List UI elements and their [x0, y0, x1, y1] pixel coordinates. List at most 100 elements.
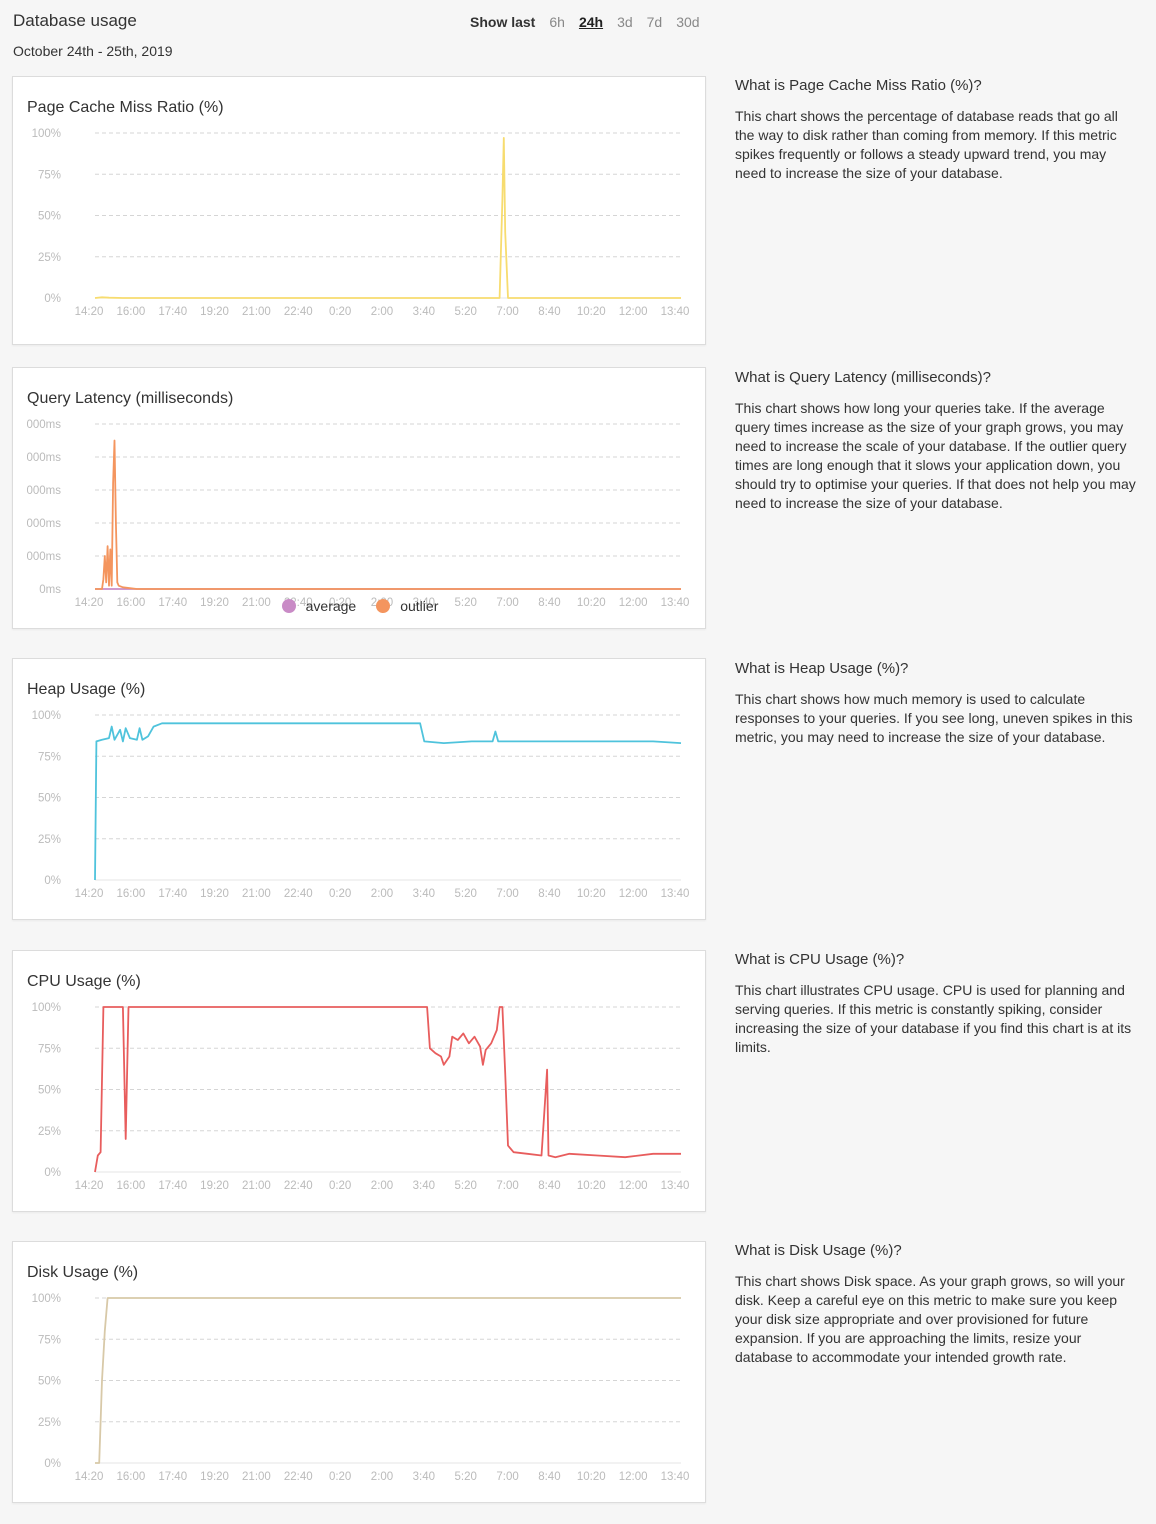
x-tick-label: 14:20 [75, 1180, 104, 1192]
x-tick-label: 21:00 [242, 888, 271, 900]
x-tick-label: 7:00 [496, 1471, 518, 1483]
x-tick-label: 0:20 [329, 1180, 351, 1192]
y-tick-label: 000ms [26, 452, 61, 464]
y-tick-label: 50% [38, 1085, 61, 1097]
chart-title: Disk Usage (%) [27, 1264, 139, 1281]
legend-item-average[interactable]: average [281, 598, 357, 614]
info-body: This chart shows how much memory is used… [735, 691, 1133, 745]
x-tick-label: 8:40 [538, 1180, 560, 1192]
x-tick-label: 13:40 [661, 306, 690, 318]
x-tick-label: 8:40 [538, 888, 560, 900]
y-tick-label: 100% [32, 1002, 61, 1014]
chart-card-query-latency: Query Latency (milliseconds) 000ms 000ms 0… [12, 367, 706, 629]
y-tick-label: 000ms [26, 419, 61, 431]
x-tick-label: 2:00 [371, 306, 393, 318]
x-tick-label: 8:40 [538, 306, 560, 318]
x-tick-label: 14:20 [75, 306, 104, 318]
range-option-30d[interactable]: 30d [676, 14, 700, 30]
range-option-7d[interactable]: 7d [646, 14, 663, 30]
info-body: This chart shows how long your queries t… [735, 400, 1136, 511]
x-tick-label: 10:20 [577, 597, 606, 609]
y-tick-label: 0% [44, 293, 61, 305]
page-cache-chart: 100% 75% 50% 25% 0% 14:20 16:00 17:40 19:20 21:00… [32, 128, 690, 318]
x-tick-label: 10:20 [577, 306, 606, 318]
series-line [95, 1297, 681, 1464]
y-tick-label: 100% [32, 710, 61, 722]
x-tick-label: 13:40 [661, 1471, 690, 1483]
chart-legend: average outlier [13, 598, 707, 614]
x-tick-label: 13:40 [661, 597, 690, 609]
x-tick-label: 22:40 [284, 888, 313, 900]
y-tick-label: 000ms [26, 518, 61, 530]
chart-title: CPU Usage (%) [27, 973, 141, 990]
series-line [94, 722, 682, 881]
x-tick-label: 0:20 [329, 1471, 351, 1483]
x-tick-label: 16:00 [116, 1180, 145, 1192]
legend-item-outlier[interactable]: outlier [376, 598, 438, 614]
x-tick-label: 2:00 [371, 1471, 393, 1483]
heap-usage-chart: 100% 75% 50% 25% 0% 14:20 16:00 17:40 19:20 21:00… [32, 710, 690, 900]
x-tick-label: 5:20 [455, 306, 477, 318]
info-query-latency: What is Query Latency (milliseconds)? Th… [735, 369, 1140, 513]
legend-dot-average [281, 599, 296, 613]
x-tick-label: 16:00 [116, 1471, 145, 1483]
info-body: This chart shows Disk space. As your gra… [735, 1273, 1125, 1365]
y-tick-label: 50% [38, 1376, 61, 1388]
x-tick-label: 2:00 [371, 888, 393, 900]
x-tick-label: 17:40 [158, 888, 187, 900]
x-tick-label: 0:20 [329, 597, 351, 609]
chart-title: Query Latency (milliseconds) [27, 390, 234, 407]
page-title: Database usage [13, 11, 137, 30]
disk-usage-chart: 100% 75% 50% 25% 0% 14:20 16:00 17:40 19:20 21:00… [32, 1293, 690, 1483]
x-tick-label: 19:20 [200, 597, 229, 609]
y-tick-label: 25% [38, 1417, 61, 1429]
info-disk-usage: What is Disk Usage (%)? This chart shows… [735, 1242, 1140, 1367]
x-tick-label: 3:40 [413, 1180, 435, 1192]
y-tick-label: 75% [38, 751, 61, 763]
range-option-6h[interactable]: 6h [549, 14, 565, 30]
x-tick-label: 7:00 [496, 306, 518, 318]
info-title: What is Heap Usage (%)? [735, 660, 909, 677]
x-tick-label: 12:00 [619, 888, 648, 900]
x-tick-label: 17:40 [158, 597, 187, 609]
x-tick-label: 7:00 [496, 597, 518, 609]
range-option-3d[interactable]: 3d [617, 14, 633, 30]
y-tick-label: 25% [38, 1126, 61, 1138]
x-tick-label: 3:40 [413, 306, 435, 318]
x-tick-label: 21:00 [242, 1180, 271, 1192]
range-option-24h[interactable]: 24h [578, 14, 604, 30]
query-latency-chart: 000ms 000ms 000ms 000ms 000ms 0ms 14:20 16:00 17… [26, 419, 690, 609]
x-tick-label: 5:20 [455, 888, 477, 900]
chart-title: Heap Usage (%) [27, 681, 146, 698]
x-tick-label: 10:20 [577, 1471, 606, 1483]
legend-label: average [305, 598, 357, 614]
y-tick-label: 0% [44, 1167, 61, 1179]
x-tick-label: 10:20 [577, 1180, 606, 1192]
x-tick-label: 3:40 [413, 1471, 435, 1483]
x-tick-label: 16:00 [116, 306, 145, 318]
chart-card-disk-usage: Disk Usage (%) 100% 75% 50% 25% 0% 14:20 16:00… [12, 1241, 706, 1503]
show-last-label: Show last [470, 14, 536, 30]
y-tick-label: 75% [38, 1043, 61, 1055]
x-tick-label: 19:20 [200, 306, 229, 318]
x-tick-label: 22:40 [284, 1471, 313, 1483]
x-tick-label: 22:40 [284, 306, 313, 318]
info-heap-usage: What is Heap Usage (%)? This chart shows… [735, 660, 1140, 747]
x-tick-label: 12:00 [619, 1471, 648, 1483]
chart-card-page-cache: Page Cache Miss Ratio (%) 100% 75% 50% 25% 0… [12, 76, 706, 345]
y-tick-label: 0% [44, 875, 61, 887]
x-tick-label: 0:20 [329, 306, 351, 318]
info-page-cache: What is Page Cache Miss Ratio (%)? This … [735, 77, 1140, 183]
info-body: This chart illustrates CPU usage. CPU is… [735, 982, 1132, 1055]
x-tick-label: 21:00 [242, 597, 271, 609]
y-tick-label: 100% [32, 1293, 61, 1305]
date-range: October 24th - 25th, 2019 [13, 43, 173, 59]
x-tick-label: 0:20 [329, 888, 351, 900]
cpu-usage-chart: 100% 75% 50% 25% 0% 14:20 16:00 17:40 19:20 21:00… [32, 1002, 690, 1192]
x-tick-label: 14:20 [75, 597, 104, 609]
x-tick-label: 17:40 [158, 1180, 187, 1192]
y-tick-label: 25% [38, 252, 61, 264]
y-tick-label: 50% [38, 211, 61, 223]
chart-card-heap-usage: Heap Usage (%) 100% 75% 50% 25% 0% 14:20 16:00… [12, 658, 706, 920]
x-tick-label: 12:00 [619, 597, 648, 609]
